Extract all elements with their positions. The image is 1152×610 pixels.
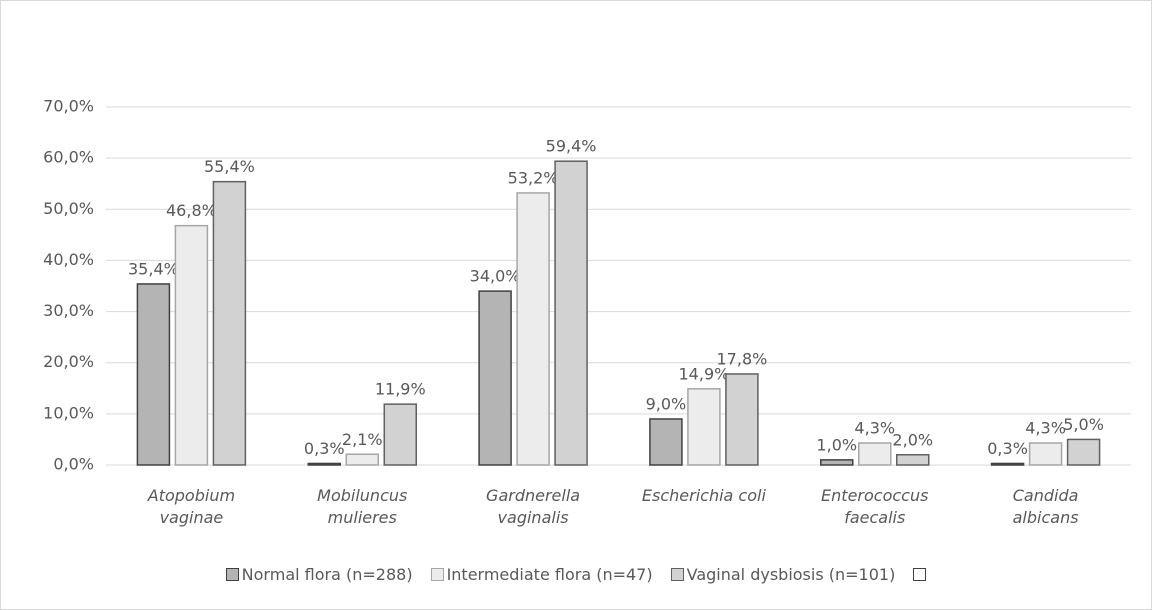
bar	[649, 418, 683, 466]
x-tick-label: Escherichia coli	[641, 486, 766, 505]
legend-label: Vaginal dysbiosis (n=101)	[686, 565, 896, 584]
data-label: 46,8%	[166, 201, 217, 220]
bar	[725, 373, 759, 466]
bar	[896, 454, 930, 466]
data-label: 0,3%	[304, 439, 345, 458]
data-label: 59,4%	[546, 137, 597, 156]
bar	[136, 283, 171, 466]
bar	[174, 224, 209, 466]
bar	[1066, 438, 1101, 466]
bar	[1028, 442, 1063, 466]
legend-item: Normal flora (n=288)	[225, 565, 413, 584]
bar	[516, 192, 550, 466]
data-label: 34,0%	[470, 267, 521, 286]
bar	[212, 180, 247, 466]
bar	[687, 388, 721, 466]
y-tick-label: 50,0%	[43, 199, 94, 218]
data-label: 4,3%	[1025, 419, 1066, 438]
data-label: 5,0%	[1063, 415, 1104, 434]
x-tick-label: Enterococcus faecalis	[821, 486, 929, 527]
legend-swatch	[913, 568, 927, 581]
data-label: 14,9%	[679, 364, 730, 383]
bar	[858, 442, 892, 466]
bar	[383, 403, 417, 466]
data-label: 17,8%	[717, 349, 768, 368]
bar	[554, 160, 588, 466]
x-tick-label: Atopobium vaginae	[147, 486, 236, 527]
legend-label: Intermediate flora (n=47)	[446, 565, 653, 584]
legend-swatch	[670, 568, 684, 581]
bar	[990, 462, 1025, 466]
y-tick-label: 20,0%	[43, 352, 94, 371]
legend-swatch	[430, 568, 444, 581]
x-tick-label: Gardnerella vaginalis	[486, 486, 581, 527]
bar	[307, 462, 341, 466]
y-tick-label: 0,0%	[53, 455, 94, 474]
legend: Normal flora (n=288) Intermediate flora (…	[1, 565, 1151, 584]
data-label: 55,4%	[204, 157, 255, 176]
data-label: 2,0%	[892, 430, 933, 449]
legend-item	[913, 565, 927, 584]
data-label: 11,9%	[375, 380, 426, 399]
legend-item: Vaginal dysbiosis (n=101)	[670, 565, 896, 584]
data-label: 53,2%	[508, 168, 559, 187]
legend-item: Intermediate flora (n=47)	[430, 565, 653, 584]
data-label: 0,3%	[987, 439, 1028, 458]
bar	[345, 453, 379, 466]
bar	[820, 459, 854, 466]
y-tick-label: 40,0%	[43, 250, 94, 269]
x-tick-label: Candida albicans	[1012, 486, 1079, 527]
data-label: 2,1%	[342, 430, 383, 449]
y-tick-label: 60,0%	[43, 148, 94, 167]
data-label: 35,4%	[128, 259, 179, 278]
bar	[478, 290, 512, 466]
y-tick-label: 70,0%	[43, 97, 94, 116]
y-tick-label: 30,0%	[43, 301, 94, 320]
data-label: 4,3%	[854, 419, 895, 438]
legend-label: Normal flora (n=288)	[241, 565, 413, 584]
data-label: 9,0%	[646, 394, 687, 413]
legend-swatch	[225, 568, 239, 581]
data-label: 1,0%	[816, 435, 857, 454]
y-tick-label: 10,0%	[43, 403, 94, 422]
x-tick-label: Mobiluncus mulieres	[317, 486, 408, 527]
